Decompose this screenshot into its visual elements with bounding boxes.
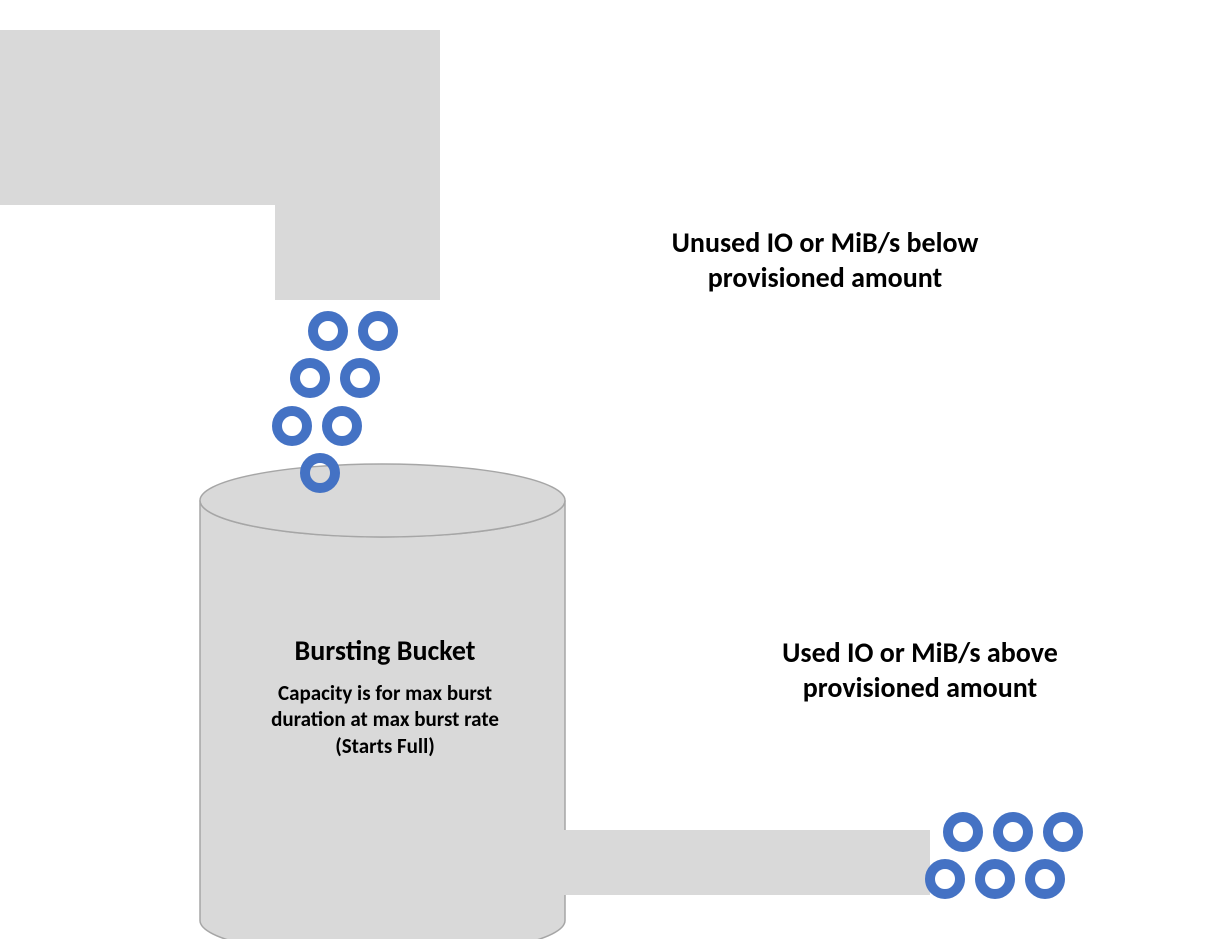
label-used-line1: Used IO or MiB/s above <box>782 635 1058 670</box>
io-token-icon <box>358 311 398 351</box>
bucket-sub-line3: (Starts Full) <box>335 733 435 759</box>
io-token-icon <box>943 812 983 852</box>
io-token-icon <box>1043 812 1083 852</box>
io-token-icon <box>340 358 380 398</box>
io-token-icon <box>300 453 340 493</box>
bucket-sub-line1: Capacity is for max burst <box>278 680 492 706</box>
label-used-line2: provisioned amount <box>803 670 1037 705</box>
label-bucket-title: Bursting Bucket <box>225 633 545 668</box>
io-token-icon <box>925 859 965 899</box>
label-unused-line1: Unused IO or MiB/s below <box>672 225 979 260</box>
io-token-icon <box>322 406 362 446</box>
io-token-icon <box>975 859 1015 899</box>
label-unused-line2: provisioned amount <box>708 260 942 295</box>
label-unused-io: Unused IO or MiB/s below provisioned amo… <box>560 225 1090 295</box>
io-token-icon <box>272 406 312 446</box>
io-token-icon <box>290 358 330 398</box>
io-token-icon <box>1025 859 1065 899</box>
bucket-sub-line2: duration at max burst rate <box>271 706 499 732</box>
diagram-canvas: Unused IO or MiB/s below provisioned amo… <box>0 0 1221 939</box>
io-token-icon <box>993 812 1033 852</box>
io-token-icon <box>308 311 348 351</box>
outlet-shape <box>0 0 1221 939</box>
bucket-title-text: Bursting Bucket <box>295 633 476 668</box>
label-bucket-subtitle: Capacity is for max burst duration at ma… <box>225 680 545 759</box>
label-used-io: Used IO or MiB/s above provisioned amoun… <box>670 635 1170 705</box>
